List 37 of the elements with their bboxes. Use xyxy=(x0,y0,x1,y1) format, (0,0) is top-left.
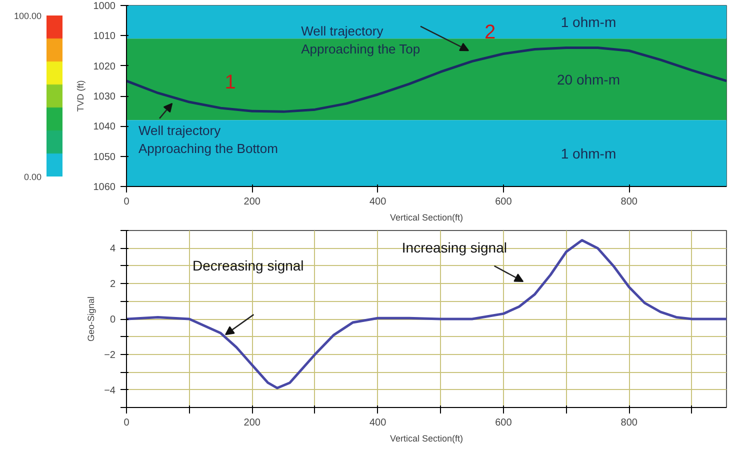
line-series xyxy=(126,238,726,390)
x-tick-label: 200 xyxy=(244,418,261,428)
y-tick-label: 1030 xyxy=(93,92,116,102)
x-tick-label: 600 xyxy=(495,196,512,208)
x-tick-label: 0 xyxy=(124,418,130,428)
y-tick-label: 1010 xyxy=(93,31,116,42)
x-tick-label: 800 xyxy=(620,418,638,428)
y-tick-label: 0 xyxy=(110,314,116,326)
color-bar-label: 0.00 xyxy=(24,172,42,182)
y-tick-label: 1020 xyxy=(93,61,116,72)
band-label: 1 ohm-m xyxy=(560,14,616,30)
annotation: 1 xyxy=(224,72,236,94)
y-tick-label: 1050 xyxy=(93,152,116,163)
y-tick-label: 1000 xyxy=(93,1,116,12)
x-tick-label: 0 xyxy=(124,196,130,208)
y-tick-label: −4 xyxy=(104,385,116,396)
y-tick-label: −2 xyxy=(104,350,116,361)
annotation: Well trajectory Approaching the Bottom xyxy=(138,123,278,156)
x-tick-label: 400 xyxy=(369,418,387,428)
band-label: 1 ohm-m xyxy=(560,145,616,162)
color-bar-label: 100.00 xyxy=(14,11,42,21)
y-tick-label: 2 xyxy=(110,279,116,290)
y-tick-label: 1040 xyxy=(93,122,116,133)
y-tick-label: 4 xyxy=(110,244,116,255)
annotation: 2 xyxy=(484,22,496,44)
y-axis-title: TVD (ft) xyxy=(75,80,86,112)
x-axis-title: Vertical Section(ft) xyxy=(390,434,464,444)
x-tick-label: 800 xyxy=(620,196,638,208)
y-axis-title: Geo-Signal xyxy=(86,296,96,342)
y-tick-label: 1060 xyxy=(93,182,116,193)
line-series xyxy=(126,46,726,113)
x-tick-label: 400 xyxy=(369,196,387,208)
band-label: 20 ohm-m xyxy=(556,71,620,88)
annotation: Well trajectory Approaching the Top xyxy=(301,24,420,57)
x-tick-label: 600 xyxy=(495,418,512,428)
x-tick-label: 200 xyxy=(244,196,261,208)
x-axis-title: Vertical Section(ft) xyxy=(390,212,464,222)
